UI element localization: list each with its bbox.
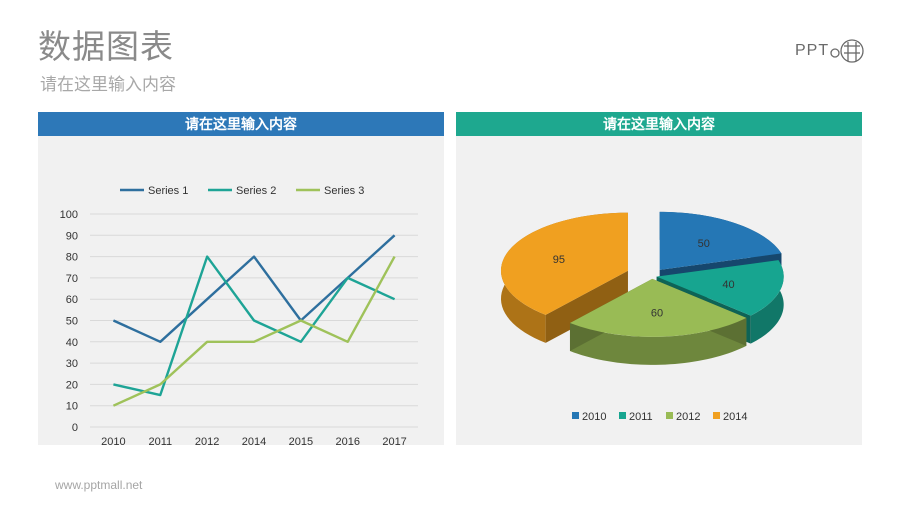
x-tick-label: 2016: [335, 436, 359, 445]
line-chart: 0 10 20 30 40 50 60 70 80 90 100 2010 2011 2012 2014 20…: [60, 185, 418, 448]
y-tick-label: 80: [66, 252, 78, 264]
legend-label: Series 2: [236, 185, 276, 197]
x-tick-label: 2014: [242, 436, 266, 445]
legend-swatch: [713, 412, 720, 419]
legend-label: 2014: [723, 411, 747, 423]
logo-cat-icon: [830, 39, 864, 63]
y-tick-label: 30: [66, 358, 78, 370]
x-tick-label: 2017: [382, 436, 406, 445]
legend-swatch: [619, 412, 626, 419]
legend-label: Series 1: [148, 185, 188, 197]
pie-chart-panel: 请在这里输入内容 50 95 40 60 2010 2011 2012 2014: [456, 112, 862, 445]
series-line: [112, 234, 396, 344]
x-tick-label: 2010: [101, 436, 125, 445]
y-tick-label: 100: [60, 209, 78, 221]
pie-slice-side: [750, 260, 784, 344]
line-chart-panel-title: 请在这里输入内容: [38, 112, 444, 136]
pie-slice-side: [569, 317, 747, 365]
pie-slice: [659, 211, 782, 270]
pie-data-label: 50: [698, 238, 710, 250]
y-tick-label: 50: [66, 316, 78, 328]
pie-chart: 50 95 40 60 2010 2011 2012 2014: [500, 211, 784, 423]
y-tick-label: 0: [72, 422, 78, 434]
y-tick-label: 90: [66, 230, 78, 242]
legend-swatch: [666, 412, 673, 419]
legend-label: 2011: [629, 411, 653, 423]
x-tick-label: 2012: [195, 436, 219, 445]
y-tick-label: 10: [66, 401, 78, 413]
pie-data-label: 60: [651, 307, 663, 319]
footer-url: www.pptmall.net: [55, 478, 143, 492]
x-tick-label: 2015: [289, 436, 313, 445]
pie-slice-wall: [545, 270, 628, 343]
series-line: [113, 255, 396, 397]
line-chart-panel: 请在这里输入内容 0 10 20 30 40 50 60 70 80 90 100 2010 2011 2…: [38, 112, 444, 448]
x-tick-label: 2011: [148, 436, 172, 445]
pie-slice-group: 95: [500, 212, 628, 343]
y-tick-label: 40: [66, 337, 78, 349]
legend-label: 2010: [582, 411, 606, 423]
legend-label: 2012: [676, 411, 700, 423]
pie-slice: [569, 278, 747, 337]
pie-slice-group: 60: [569, 278, 747, 365]
legend-label: Series 3: [324, 185, 364, 197]
pie-chart-panel-title: 请在这里输入内容: [456, 112, 862, 136]
page-subtitle: 请在这里输入内容: [40, 75, 176, 94]
pie-data-label: 95: [553, 254, 565, 266]
pie-slice: [500, 212, 628, 315]
y-tick-label: 20: [66, 379, 78, 391]
y-tick-label: 60: [66, 294, 78, 306]
legend-swatch: [572, 412, 579, 419]
pie-slice: [656, 260, 784, 316]
pie-data-label: 40: [722, 279, 734, 291]
brand-logo: PPT: [795, 34, 865, 68]
logo-text: PPT: [795, 42, 830, 59]
y-tick-label: 70: [66, 273, 78, 285]
page-title: 数据图表: [38, 28, 174, 65]
